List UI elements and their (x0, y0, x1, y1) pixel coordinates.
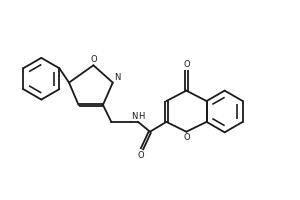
Text: O: O (90, 55, 97, 64)
Text: N: N (114, 73, 120, 82)
Text: O: O (183, 133, 190, 142)
Text: O: O (137, 151, 144, 160)
Text: O: O (183, 60, 190, 69)
Text: H: H (138, 112, 145, 121)
Text: N: N (131, 112, 138, 121)
